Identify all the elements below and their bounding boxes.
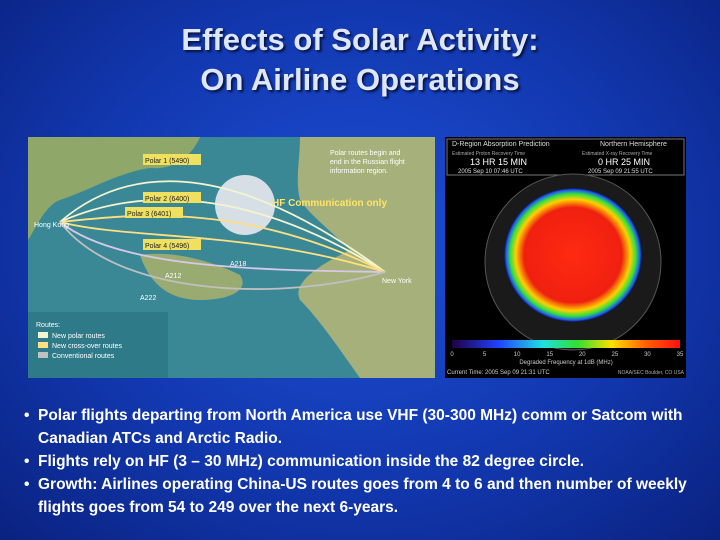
map-label: Polar 2 (6400)	[145, 196, 189, 203]
title-line: Effects of Solar Activity:	[181, 22, 539, 57]
map-note: Polar routes begin and	[330, 150, 401, 157]
credit: NOAA/SEC Boulder, CO USA	[618, 370, 685, 376]
map-note: information region.	[330, 168, 388, 175]
scale-tick: 15	[546, 352, 553, 358]
map-label: Polar 3 (6401)	[127, 211, 171, 218]
legend-area	[28, 312, 168, 378]
scale-tick: 25	[612, 352, 619, 358]
map-label: Polar 4 (5496)	[145, 243, 189, 250]
proton-time: 13 HR 15 MIN	[470, 157, 527, 167]
hf-label: HF Communication only	[272, 198, 387, 209]
scale-label: Degraded Frequency at 1dB (MHz)	[519, 360, 612, 366]
legend-title: Routes:	[36, 322, 60, 329]
label-box	[143, 192, 201, 203]
map-label: A222	[140, 295, 156, 302]
color-scale	[452, 340, 680, 348]
legend-swatch	[38, 342, 48, 348]
scale-tick: 10	[514, 352, 521, 358]
xray-time: 0 HR 25 MIN	[598, 157, 650, 167]
land	[297, 137, 435, 378]
header: D-Region Absorption Prediction	[452, 141, 550, 148]
bullet: Growth: Airlines operating China-US rout…	[22, 473, 702, 519]
label-box	[143, 154, 201, 165]
xray-date: 2005 Sep 09 21:55 UTC	[588, 169, 653, 175]
map-note: end in the Russian flight	[330, 159, 405, 166]
routes	[59, 180, 386, 290]
map-label: Polar 1 (5490)	[145, 158, 189, 165]
legend-swatch	[38, 332, 48, 338]
scale-tick: 0	[450, 352, 454, 358]
slide-title: Effects of Solar Activity: On Airline Op…	[0, 20, 720, 100]
bullet-list: Polar flights departing from North Ameri…	[22, 404, 702, 519]
scale-tick: 35	[677, 352, 684, 358]
current-time: Current Time: 2005 Sep 09 21:31 UTC	[447, 370, 550, 376]
scale-tick: 20	[579, 352, 586, 358]
map-label: Hong Kong	[34, 222, 69, 229]
map-label: A218	[230, 261, 246, 268]
legend-label: New polar routes	[52, 333, 105, 340]
header: Northern Hemisphere	[600, 141, 667, 148]
absorption-map: D-Region Absorption Prediction Northern H…	[445, 137, 686, 378]
scale-tick: 5	[483, 352, 487, 358]
label-box	[125, 207, 183, 218]
absorption-zone	[503, 187, 643, 323]
scale-tick: 30	[644, 352, 651, 358]
figures: Polar 1 (5490) Polar 2 (6400) Polar 3 (640…	[28, 137, 686, 378]
bullet: Flights rely on HF (3 – 30 MHz) communic…	[22, 450, 702, 473]
proton-label: Estimated Proton Recovery Time	[452, 151, 525, 157]
label-box	[143, 239, 201, 250]
legend-label: New cross-over routes	[52, 343, 123, 350]
route-map: Polar 1 (5490) Polar 2 (6400) Polar 3 (640…	[28, 137, 435, 378]
legend-label: Conventional routes	[52, 353, 115, 360]
map-label: A212	[165, 273, 181, 280]
legend-swatch	[38, 352, 48, 358]
bullet: Polar flights departing from North Ameri…	[22, 404, 702, 450]
title-line: On Airline Operations	[200, 62, 520, 97]
xray-label: Estimated X-ray Recovery Time	[582, 151, 653, 157]
proton-date: 2005 Sep 10 07:46 UTC	[458, 169, 523, 175]
map-label: New York	[382, 278, 412, 285]
